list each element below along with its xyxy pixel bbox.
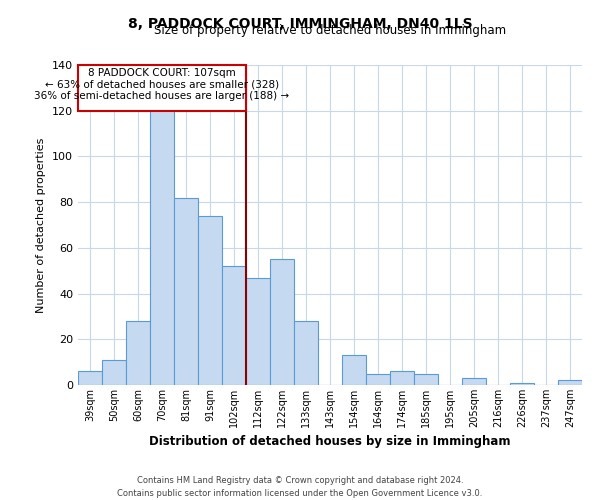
Bar [151,81,173,385]
Text: Contains HM Land Registry data © Crown copyright and database right 2024.
Contai: Contains HM Land Registry data © Crown c… [118,476,482,498]
Bar [247,278,269,385]
Bar [271,260,293,385]
Bar [199,216,221,385]
Bar [415,374,437,385]
Text: 8 PADDOCK COURT: 107sqm: 8 PADDOCK COURT: 107sqm [88,68,236,78]
Bar [127,321,149,385]
Text: 8, PADDOCK COURT, IMMINGHAM, DN40 1LS: 8, PADDOCK COURT, IMMINGHAM, DN40 1LS [128,18,472,32]
Title: Size of property relative to detached houses in Immingham: Size of property relative to detached ho… [154,24,506,38]
Y-axis label: Number of detached properties: Number of detached properties [37,138,46,312]
X-axis label: Distribution of detached houses by size in Immingham: Distribution of detached houses by size … [149,436,511,448]
Bar [295,321,317,385]
Text: 36% of semi-detached houses are larger (188) →: 36% of semi-detached houses are larger (… [34,92,290,102]
Bar [223,266,245,385]
Bar [79,372,101,385]
Bar [103,360,125,385]
Text: ← 63% of detached houses are smaller (328): ← 63% of detached houses are smaller (32… [45,80,279,90]
Bar [175,198,197,385]
Bar [367,374,389,385]
Bar [463,378,485,385]
Bar [511,382,533,385]
FancyBboxPatch shape [79,65,245,110]
Bar [343,356,365,385]
Bar [559,380,581,385]
Bar [391,372,413,385]
